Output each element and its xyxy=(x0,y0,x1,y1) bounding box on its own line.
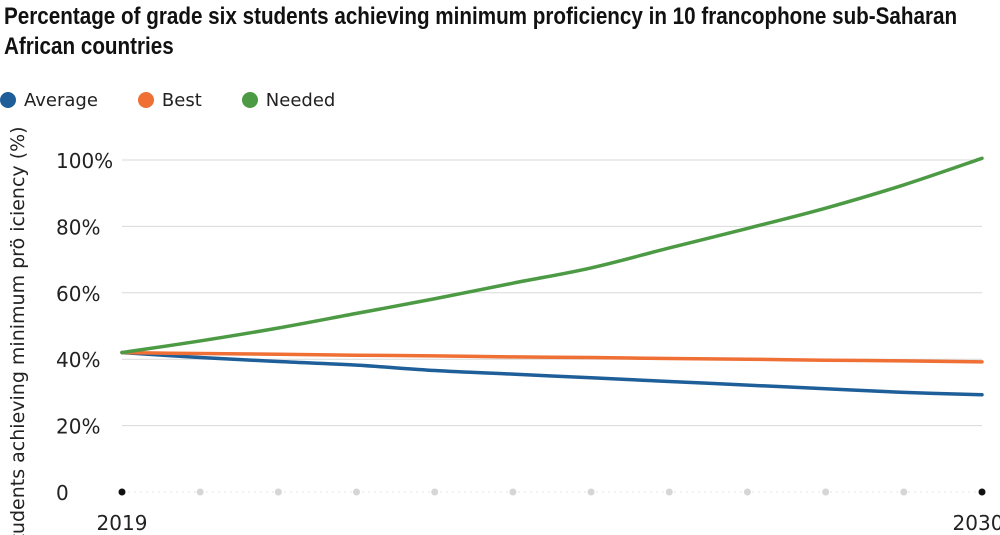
x-tick-dot-2026 xyxy=(665,488,673,496)
y-tick-label-100: 100% xyxy=(56,149,113,173)
series-line-average xyxy=(120,350,984,397)
x-tick-dot-2019 xyxy=(118,488,126,496)
series-line-best xyxy=(120,350,984,364)
y-tick-label-20: 20% xyxy=(56,415,100,439)
legend-label-average: Average xyxy=(24,89,98,111)
legend-item-best: Best xyxy=(137,89,202,111)
x-tick-dot-2024 xyxy=(509,488,517,496)
y-tick-layer: 0 20% 40% 60% 80% 100% xyxy=(56,149,113,505)
x-tick-dot-2021 xyxy=(274,488,282,496)
y-tick-label-40: 40% xyxy=(56,348,100,372)
x-axis-layer: 2019 2030 xyxy=(97,488,1000,535)
x-tick-dot-2025 xyxy=(587,488,595,496)
legend-label-best: Best xyxy=(161,89,202,111)
x-tick-dot-2030 xyxy=(978,488,986,496)
x-tick-dot-2023 xyxy=(431,488,439,496)
chart-title: Percentage of grade six students achievi… xyxy=(4,3,958,60)
legend-dot-average xyxy=(0,92,16,108)
x-tick-dot-2022 xyxy=(353,488,361,496)
x-tick-label-end: 2030 xyxy=(953,511,1000,535)
legend-dot-needed xyxy=(241,92,258,108)
series-layer xyxy=(120,156,984,397)
y-tick-label-0: 0 xyxy=(56,481,69,505)
legend: Average Best Needed xyxy=(0,88,375,112)
legend-item-average: Average xyxy=(0,90,98,111)
legend-item-needed: Needed xyxy=(241,89,336,111)
x-tick-dot-2028 xyxy=(822,488,830,496)
legend-label-needed: Needed xyxy=(265,89,336,111)
x-tick-dot-2020 xyxy=(196,488,204,496)
x-tick-label-start: 2019 xyxy=(97,511,148,535)
y-tick-label-80: 80% xyxy=(56,215,100,239)
legend-dot-best xyxy=(137,92,154,108)
y-axis-title: Students achieving minimum prö iciency … xyxy=(7,126,29,535)
grid-layer xyxy=(122,159,982,427)
x-tick-dot-2027 xyxy=(743,488,751,496)
y-tick-label-60: 60% xyxy=(56,282,100,306)
series-line-needed xyxy=(120,156,984,355)
x-tick-dot-2029 xyxy=(900,488,908,496)
